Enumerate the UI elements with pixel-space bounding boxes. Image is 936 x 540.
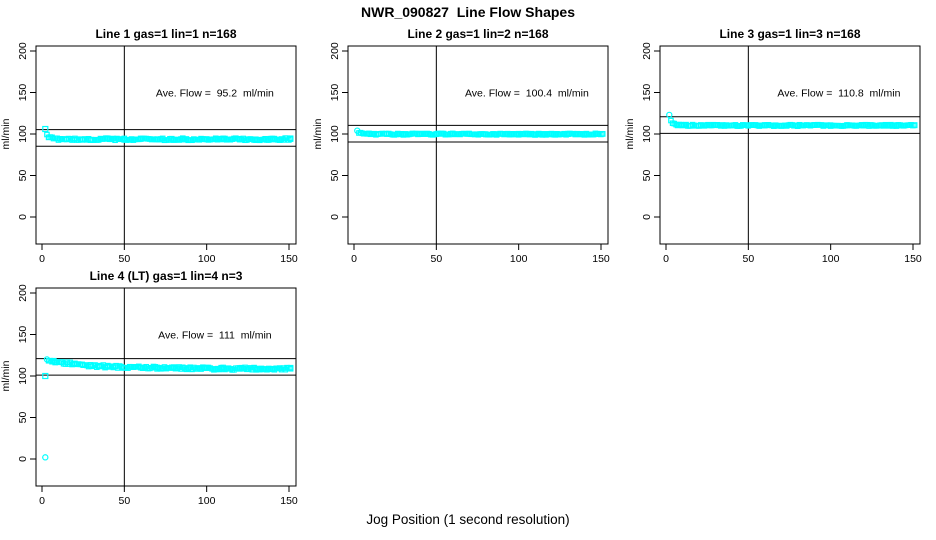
y-tick-label: 150: [17, 326, 29, 344]
x-axis-ticks: 0 50 100 150: [663, 244, 922, 265]
x-tick-label: 0: [663, 253, 669, 265]
chart-main-title: NWR_090827 Line Flow Shapes: [361, 4, 575, 20]
x-tick-label: 0: [39, 253, 45, 265]
y-tick-label: 0: [641, 214, 653, 220]
panel-title: Line 3 gas=1 lin=3 n=168: [719, 27, 860, 41]
panel-title: Line 2 gas=1 lin=2 n=168: [407, 27, 548, 41]
y-tick-label: 200: [17, 42, 29, 60]
y-axis-label: ml/min: [624, 118, 636, 149]
ave-flow-annotation: Ave. Flow = 110.8 ml/min: [777, 88, 900, 100]
x-tick-label: 0: [351, 253, 357, 265]
panel-title: Line 1 gas=1 lin=1 n=168: [95, 27, 236, 41]
x-tick-label: 100: [822, 253, 840, 265]
x-tick-label: 100: [198, 495, 216, 507]
y-tick-label: 200: [329, 42, 341, 60]
plot-box: [35, 287, 297, 487]
y-tick-label: 200: [641, 42, 653, 60]
y-tick-label: 150: [17, 84, 29, 102]
panel-3: 0 50 100 150 0 50 100 150 200 ml/min Line 3 gas=1 …: [624, 27, 922, 265]
y-axis-label: ml/min: [0, 118, 12, 149]
x-tick-label: 50: [118, 495, 130, 507]
plot-box: [659, 45, 921, 245]
data-points: [42, 125, 294, 144]
panel-4: 0 50 100 150 0 50 100 150 200 ml/min Line 4 (LT) g…: [0, 269, 298, 507]
y-tick-label: 150: [329, 84, 341, 102]
y-tick-label: 0: [329, 214, 341, 220]
y-tick-label: 100: [641, 125, 653, 143]
plot-box: [35, 45, 297, 245]
x-tick-label: 100: [198, 253, 216, 265]
ave-flow-annotation: Ave. Flow = 100.4 ml/min: [465, 88, 589, 100]
y-axis-ticks: 0 50 100 150 200: [17, 42, 36, 220]
x-tick-label: 100: [510, 253, 528, 265]
y-tick-label: 0: [17, 214, 29, 220]
y-tick-label: 150: [641, 84, 653, 102]
y-tick-label: 50: [17, 412, 29, 424]
y-tick-label: 100: [17, 125, 29, 143]
y-axis-label: ml/min: [312, 118, 324, 149]
y-tick-label: 0: [17, 456, 29, 462]
data-points: [42, 356, 294, 461]
y-tick-label: 100: [17, 367, 29, 385]
ave-flow-annotation: Ave. Flow = 95.2 ml/min: [156, 88, 274, 100]
data-points: [354, 127, 606, 138]
x-tick-label: 0: [39, 495, 45, 507]
data-points: [666, 111, 918, 129]
x-tick-label: 50: [742, 253, 754, 265]
y-tick-label: 50: [641, 170, 653, 182]
x-axis-ticks: 0 50 100 150: [351, 244, 610, 265]
y-axis-ticks: 0 50 100 150 200: [17, 284, 36, 462]
y-axis-ticks: 0 50 100 150 200: [329, 42, 348, 220]
panel-1: 0 50 100 150 0 50 100 150 200 ml/min Line 1 gas=1 …: [0, 27, 298, 265]
x-tick-label: 50: [430, 253, 442, 265]
x-tick-label: 150: [592, 253, 610, 265]
x-tick-label: 50: [118, 253, 130, 265]
x-tick-label: 150: [280, 495, 298, 507]
panel-2: 0 50 100 150 0 50 100 150 200 ml/min Line 2 gas=1 …: [312, 27, 610, 265]
y-tick-label: 200: [17, 284, 29, 302]
y-tick-label: 100: [329, 125, 341, 143]
y-tick-label: 50: [329, 170, 341, 182]
x-axis-label: Jog Position (1 second resolution): [366, 512, 570, 527]
ave-flow-annotation: Ave. Flow = 111 ml/min: [158, 330, 272, 342]
x-tick-label: 150: [280, 253, 298, 265]
y-axis-ticks: 0 50 100 150 200: [641, 42, 660, 220]
x-axis-ticks: 0 50 100 150: [39, 244, 298, 265]
x-tick-label: 150: [904, 253, 922, 265]
plot-box: [347, 45, 609, 245]
y-axis-label: ml/min: [0, 360, 12, 391]
y-tick-label: 50: [17, 170, 29, 182]
x-axis-ticks: 0 50 100 150: [39, 486, 298, 507]
panel-title: Line 4 (LT) gas=1 lin=4 n=3: [90, 269, 243, 283]
